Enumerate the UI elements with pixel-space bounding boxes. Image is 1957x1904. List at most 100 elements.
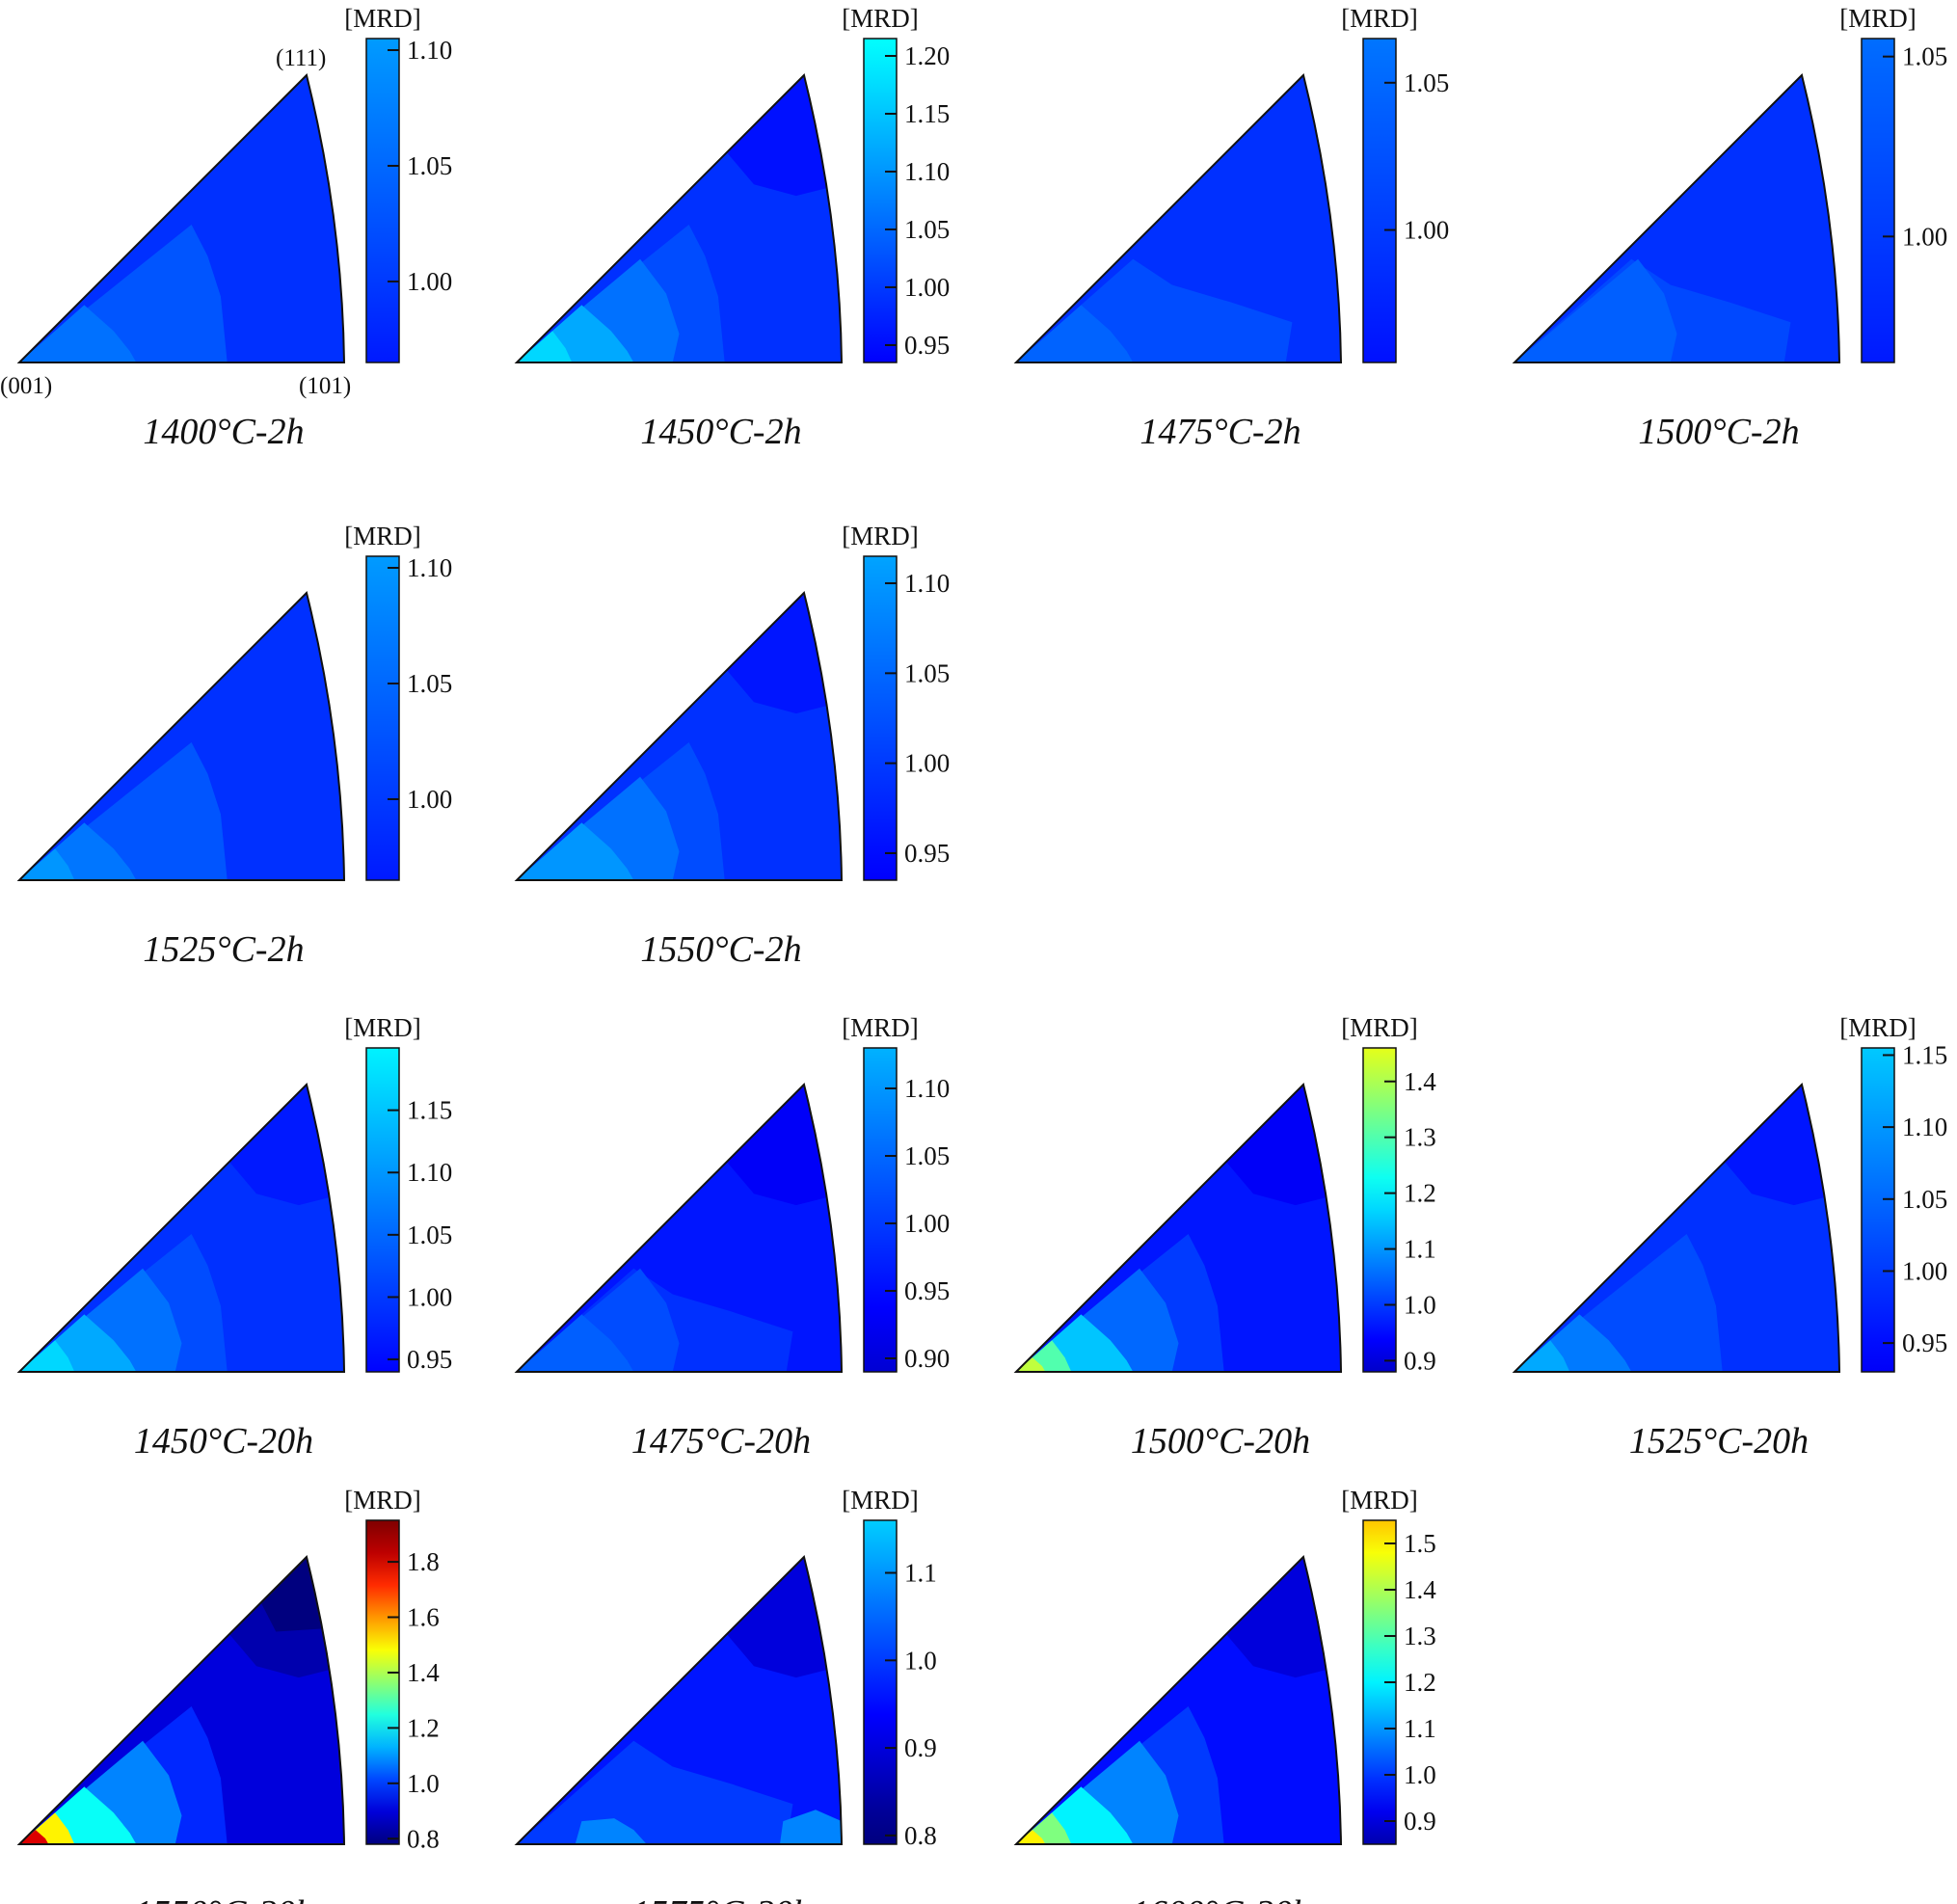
colorbar	[365, 38, 400, 363]
contour-region	[217, 1085, 344, 1206]
colorbar	[863, 555, 898, 881]
colorbar-tick-label: 1.05	[407, 669, 452, 698]
colorbar-tick-label: 1.10	[1902, 1113, 1947, 1141]
colorbar-tick-label: 1.15	[1902, 1040, 1947, 1069]
colorbar	[1861, 1047, 1895, 1373]
ipf-triangle-outline	[16, 591, 346, 881]
ipf-triangle-outline	[1013, 1083, 1343, 1373]
panel-caption: 1450°C-2h	[640, 412, 801, 452]
colorbar-tick-label: 1.4	[407, 1658, 440, 1687]
colorbar	[365, 1519, 400, 1845]
colorbar-tick-label: 1.4	[1404, 1575, 1436, 1604]
contour-region	[1214, 1085, 1341, 1206]
contour-region	[19, 593, 344, 880]
ipf-triangle-outline	[1512, 1083, 1841, 1373]
colorbar	[1861, 38, 1895, 363]
colorbar-tick-label: 1.4	[1404, 1067, 1436, 1096]
ipf-panel: [MRD] 1.8 1.6 1.4 1.2 1.0 0.8 1550°C-20h	[16, 1486, 440, 1904]
ipf-contours	[19, 75, 344, 362]
colorbar-tick-label: 1.00	[904, 749, 950, 778]
ipf-panel: [MRD] 1.10 1.05 1.00 0.95 1550°C-2h	[514, 522, 950, 970]
ipf-panel: [MRD] 1.05 1.00 1475°C-2h	[1013, 4, 1449, 452]
ipf-contours	[1016, 1557, 1341, 1844]
contour-region	[19, 75, 344, 362]
colorbar-tick-label: 1.00	[407, 1282, 452, 1311]
colorbar-tick-label: 1.00	[904, 273, 950, 302]
ipf-contours	[517, 1557, 842, 1844]
ipf-contours	[19, 1085, 344, 1372]
colorbar-tick-label: 0.95	[904, 331, 950, 360]
colorbar-tick-label: 1.05	[904, 658, 950, 687]
ipf-contours	[19, 593, 344, 880]
colorbar-tick-label: 1.3	[1404, 1622, 1436, 1650]
ipf-triangle-outline	[514, 1083, 844, 1373]
colorbar-tick-label: 1.1	[904, 1558, 937, 1587]
colorbar-tick-label: 1.00	[904, 1209, 950, 1238]
panel-caption: 1575°C-20h	[631, 1893, 811, 1904]
colorbar	[863, 38, 898, 363]
ipf-triangle-outline	[514, 591, 844, 881]
ipf-panel: [MRD] 1.5 1.4 1.3 1.2 1.1 1.0 0.9 1600°C-20h	[1013, 1486, 1436, 1904]
panel-caption: 1525°C-2h	[143, 929, 304, 970]
colorbar-tick-label: 1.00	[1902, 222, 1947, 251]
corner-label-001: (001)	[0, 373, 52, 399]
colorbar-tick-label: 1.05	[904, 1141, 950, 1170]
contour-region	[714, 75, 842, 197]
colorbar-tick-label: 1.05	[1902, 42, 1947, 71]
colorbar-tick-label: 1.00	[1902, 1256, 1947, 1285]
ipf-contours	[517, 593, 842, 880]
ipf-triangle-outline	[1512, 73, 1841, 363]
colorbar-tick-label: 0.8	[407, 1824, 440, 1853]
ipf-triangle-outline	[1013, 1555, 1343, 1845]
contour-region	[714, 593, 842, 714]
contour-region	[517, 331, 573, 362]
colorbar-tick-label: 1.0	[407, 1769, 440, 1798]
ipf-panel: [MRD] 1.4 1.3 1.2 1.1 1.0 0.9 1500°C-20h	[1013, 1013, 1436, 1462]
colorbar	[1362, 1047, 1397, 1373]
ipf-panel: [MRD] 1.20 1.15 1.10 1.05 1.00 0.95 1450°C-2h	[514, 4, 950, 452]
ipf-contours	[19, 1557, 344, 1844]
ipf-triangle-outline	[514, 73, 844, 363]
colorbar-unit: [MRD]	[842, 4, 919, 33]
panel-caption: 1550°C-2h	[640, 929, 801, 970]
ipf-contours	[517, 1085, 842, 1372]
colorbar-unit: [MRD]	[344, 1486, 421, 1515]
contour-region	[1515, 1340, 1570, 1372]
contour-region	[1214, 1557, 1341, 1678]
colorbar-tick-label: 1.10	[407, 1158, 452, 1187]
panel-caption: 1500°C-20h	[1131, 1421, 1310, 1462]
colorbar-unit: [MRD]	[1341, 1486, 1418, 1515]
panel-caption: 1600°C-20h	[1131, 1893, 1310, 1904]
panel-caption: 1550°C-20h	[134, 1893, 313, 1904]
colorbar	[365, 555, 400, 881]
colorbar-tick-label: 1.05	[407, 1220, 452, 1249]
corner-label-111: (111)	[276, 45, 326, 71]
colorbar-tick-label: 1.5	[1404, 1529, 1436, 1558]
colorbar-tick-label: 1.05	[1404, 68, 1449, 97]
colorbar	[365, 1047, 400, 1373]
colorbar-tick-label: 1.0	[1404, 1290, 1436, 1319]
colorbar-tick-label: 1.10	[904, 157, 950, 186]
colorbar-tick-label: 0.8	[904, 1821, 937, 1850]
colorbar-tick-label: 0.95	[1902, 1328, 1947, 1357]
panel-caption: 1450°C-20h	[134, 1421, 313, 1462]
contour-region	[517, 822, 634, 880]
ipf-contours	[1515, 1085, 1839, 1372]
ipf-triangle-outline	[514, 1555, 844, 1845]
colorbar-tick-label: 1.2	[1404, 1668, 1436, 1697]
ipf-contours	[1515, 75, 1839, 362]
colorbar-tick-label: 1.2	[1404, 1179, 1436, 1208]
colorbar-tick-label: 0.95	[407, 1345, 452, 1374]
panel-caption: 1400°C-2h	[143, 412, 304, 452]
colorbar-unit: [MRD]	[842, 1486, 919, 1515]
ipf-panel: [MRD]1.15 1.10 1.05 1.00 0.95 1525°C-20h	[1512, 1013, 1947, 1462]
ipf-contours	[517, 75, 842, 362]
colorbar-tick-label: 0.95	[904, 839, 950, 868]
colorbar-unit: [MRD]	[344, 1013, 421, 1042]
ipf-panel: [MRD] 1.10 1.05 1.00 0.95 0.90 1475°C-20h	[514, 1013, 950, 1462]
colorbar-tick-label: 1.8	[407, 1547, 440, 1576]
contour-region	[259, 1557, 322, 1632]
colorbar-tick-label: 1.05	[1902, 1185, 1947, 1214]
colorbar-tick-label: 1.10	[407, 553, 452, 582]
